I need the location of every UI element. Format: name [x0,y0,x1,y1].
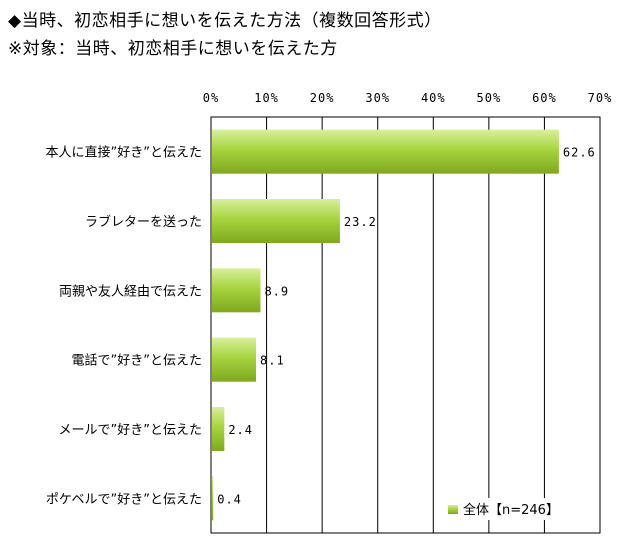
chart-subtitle: ※対象：当時、初恋相手に想いを伝えた方 [8,39,338,59]
x-tick-label: 0% [203,91,219,105]
x-tick-label: 50% [477,91,502,105]
category-label: 本人に直接”好き”と伝えた [46,145,202,161]
bar [212,199,340,243]
value-label: 2.4 [228,423,253,437]
legend-box [438,498,574,520]
legend-swatch [448,505,458,514]
bar [212,268,261,313]
x-tick-label: 40% [421,91,446,105]
x-tick-label: 20% [310,91,335,105]
bar [212,407,225,451]
value-label: 8.9 [264,284,289,298]
legend-label: 全体【n=246】 [463,502,559,518]
bar [212,337,257,382]
value-label: 0.4 [217,492,242,506]
x-tick-label: 60% [532,91,557,105]
value-label: 23.2 [344,215,377,229]
chart-title: ◆当時、初恋相手に想いを伝えた方法（複数回答形式） [8,11,442,31]
plot-frame [210,116,601,534]
value-label: 8.1 [260,354,285,368]
x-tick-label: 30% [365,91,390,105]
bar [212,476,214,521]
category-label: ラブレターを送った [85,214,202,230]
category-label: メールで”好き”と伝えた [59,423,202,438]
bar [212,129,559,174]
category-label: ポケベルで”好き”と伝えた [46,492,202,507]
category-label: 電話で”好き”と伝えた [72,353,202,369]
x-tick-label: 10% [254,91,279,105]
value-label: 62.6 [563,146,596,160]
category-label: 両親や友人経由で伝えた [59,283,202,299]
x-tick-label: 70% [588,91,613,105]
